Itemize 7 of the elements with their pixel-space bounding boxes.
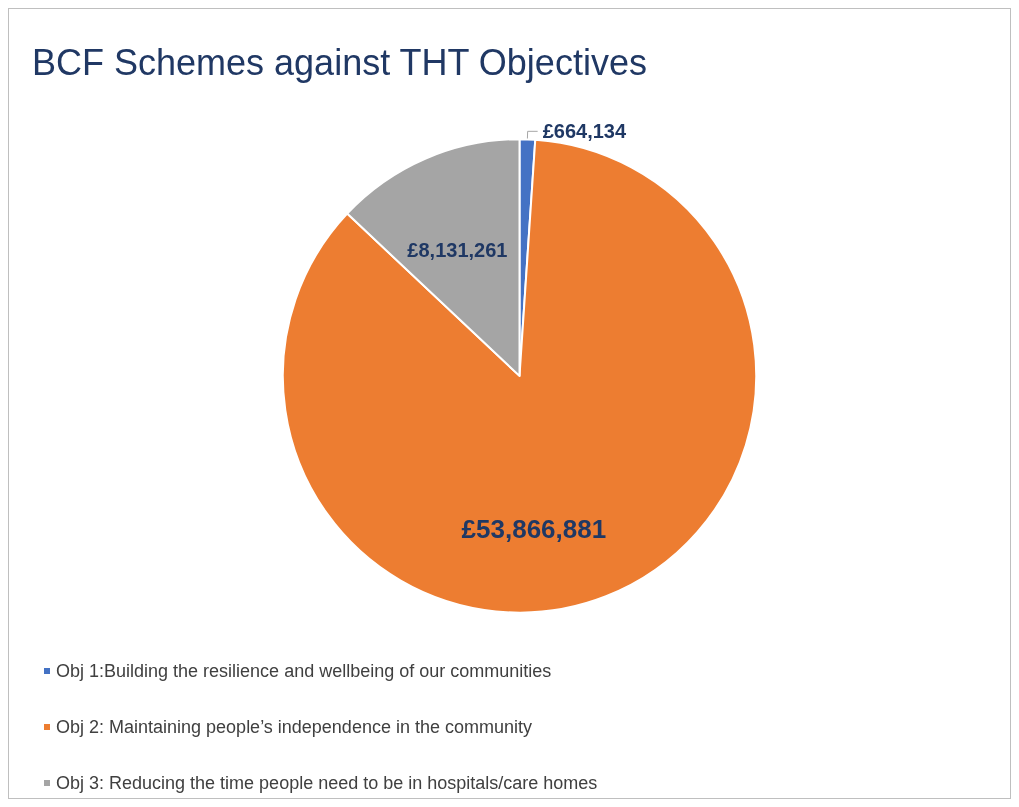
legend-label: Obj 3: Reducing the time people need to be in hospitals/care homes <box>56 773 598 793</box>
data-label: £53,866,881 <box>461 513 607 544</box>
data-label: £8,131,261 <box>407 239 508 262</box>
legend-label: Obj 2: Maintaining people’s independence in the community <box>56 717 532 737</box>
chart-title: BCF Schemes against THT Objectives <box>32 41 647 83</box>
data-label: £664,134 <box>542 120 627 143</box>
legend-label: Obj 1:Building the resilience and wellbeing of our communities <box>56 661 552 681</box>
